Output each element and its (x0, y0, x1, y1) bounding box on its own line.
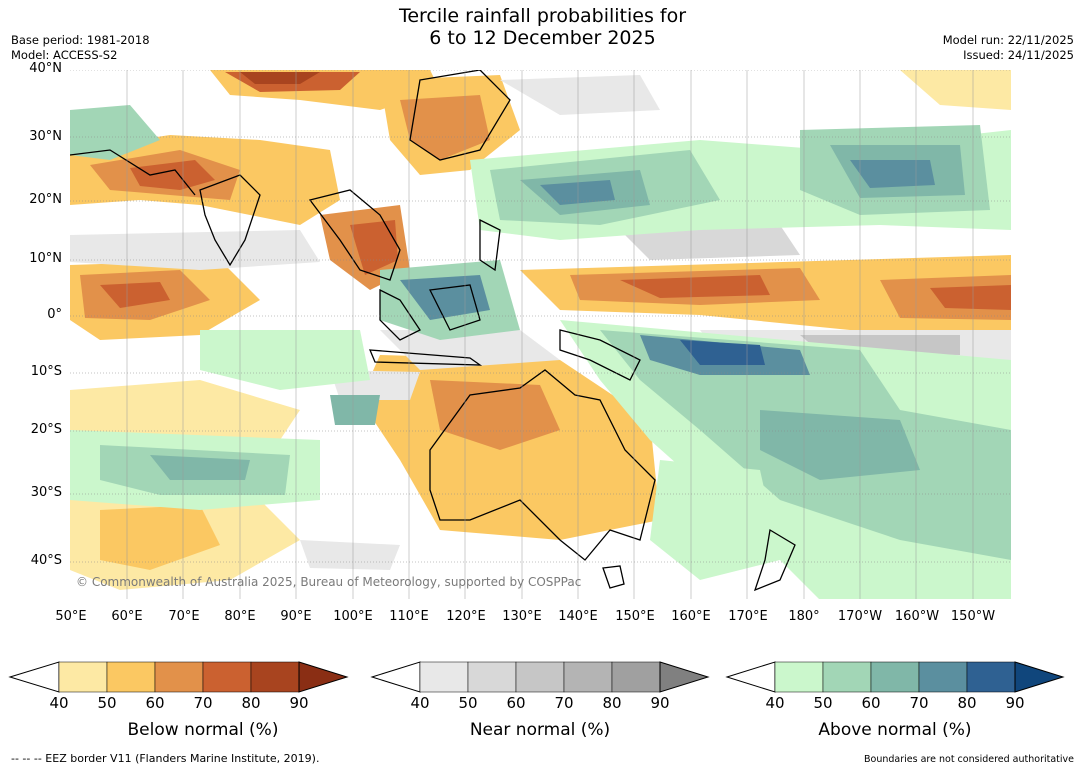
colorbar-tick: 70 (193, 694, 213, 712)
lat-label: 10°N (29, 251, 62, 266)
lon-label: 150°E (615, 609, 655, 624)
colorbar-tick: 70 (909, 694, 929, 712)
colorbar-segment (467, 661, 517, 693)
lon-label: 130°E (502, 609, 542, 624)
colorbar-segment (563, 661, 613, 693)
colorbar-tick: 40 (765, 694, 785, 712)
colorbar-arrow-left (8, 661, 60, 693)
colorbar-tick: 90 (1005, 694, 1025, 712)
colorbar-tick: 80 (957, 694, 977, 712)
colorbar-tick: 40 (410, 694, 430, 712)
lat-label: 30°N (29, 129, 62, 144)
meta-right: Model run: 22/11/2025 Issued: 24/11/2025 (943, 33, 1074, 63)
colorbar-tick: 80 (241, 694, 261, 712)
colorbar-tick: 60 (506, 694, 526, 712)
colorbar-segment (58, 661, 108, 693)
colorbar-segment (250, 661, 300, 693)
base-period: Base period: 1981-2018 (11, 33, 150, 47)
colorbar-segment (774, 661, 824, 693)
coastlines (70, 70, 796, 592)
colorbar-tick: 50 (458, 694, 478, 712)
colorbar-above (725, 661, 1065, 693)
lat-label: 30°S (30, 485, 62, 500)
lon-label: 80°E (224, 609, 256, 624)
lon-label: 70°E (168, 609, 200, 624)
colorbar-tick: 60 (861, 694, 881, 712)
colorbar-tick: 80 (602, 694, 622, 712)
lon-label: 90°E (280, 609, 312, 624)
colorbar-arrow-right (298, 661, 349, 693)
colorbar-segment (419, 661, 469, 693)
title-line-2: 6 to 12 December 2025 (429, 27, 656, 49)
lat-label: 40°N (29, 61, 62, 76)
colorbar-arrow-right (659, 661, 710, 693)
colorbar-title-above: Above normal (%) (818, 720, 972, 740)
model-run: Model run: 22/11/2025 (942, 33, 1074, 47)
colorbar-segment (918, 661, 968, 693)
meta-left: Base period: 1981-2018 Model: ACCESS-S2 (11, 33, 150, 63)
colorbar-arrow-left (370, 661, 421, 693)
lat-label: 20°N (29, 192, 62, 207)
lon-label: 180° (788, 609, 820, 624)
colorbar-tick: 90 (289, 694, 309, 712)
colorbar-tick: 60 (145, 694, 165, 712)
lon-label: 160°E (671, 609, 711, 624)
lat-label: 20°S (30, 422, 62, 437)
lon-label: 140°E (558, 609, 598, 624)
lon-label: 170°E (728, 609, 768, 624)
boundaries-disclaimer: Boundaries are not considered authoritat… (864, 754, 1074, 765)
colorbar-segment (966, 661, 1016, 693)
colorbar-segment (154, 661, 204, 693)
colorbar-tick: 90 (650, 694, 670, 712)
meridians (126, 70, 974, 599)
issued-date: Issued: 24/11/2025 (963, 48, 1074, 62)
gridlines (70, 70, 1011, 563)
colorbar-segment (611, 661, 661, 693)
lon-label: 160°W (894, 609, 940, 624)
above-normal-regions (70, 105, 1011, 599)
colorbar-tick: 50 (97, 694, 117, 712)
lon-label: 170°W (837, 609, 883, 624)
colorbar-segment (106, 661, 156, 693)
copyright-notice: © Commonwealth of Australia 2025, Bureau… (76, 575, 582, 589)
lat-label: 10°S (30, 364, 62, 379)
lon-label: 110°E (389, 609, 429, 624)
colorbar-tick: 40 (49, 694, 69, 712)
colorbar-title-below: Below normal (%) (127, 720, 279, 740)
lon-label: 60°E (111, 609, 143, 624)
map-field (70, 70, 1011, 599)
colorbar-below (8, 661, 349, 693)
lon-label: 100°E (333, 609, 373, 624)
eez-note: -- -- -- EEZ border V11 (Flanders Marine… (11, 752, 320, 765)
colorbar-arrow-right (1014, 661, 1065, 693)
title-line-1: Tercile rainfall probabilities for (398, 5, 687, 27)
lon-label: 50°E (55, 609, 87, 624)
colorbar-segment (202, 661, 252, 693)
lat-label: 40°S (30, 553, 62, 568)
colorbar-segment (515, 661, 565, 693)
colorbar-segment (822, 661, 872, 693)
colorbar-arrow-left (725, 661, 776, 693)
lon-label: 120°E (446, 609, 486, 624)
map-title: Tercile rainfall probabilities for 6 to … (0, 5, 1085, 49)
colorbar-title-near: Near normal (%) (469, 720, 611, 740)
model-name: Model: ACCESS-S2 (11, 48, 118, 62)
colorbar-tick: 50 (813, 694, 833, 712)
colorbar-segment (870, 661, 920, 693)
below-normal-regions (70, 70, 1011, 590)
colorbar-near (370, 661, 710, 693)
lon-label: 150°W (950, 609, 996, 624)
colorbars (8, 661, 1065, 693)
colorbar-tick: 70 (554, 694, 574, 712)
lat-label: 0° (47, 307, 62, 322)
